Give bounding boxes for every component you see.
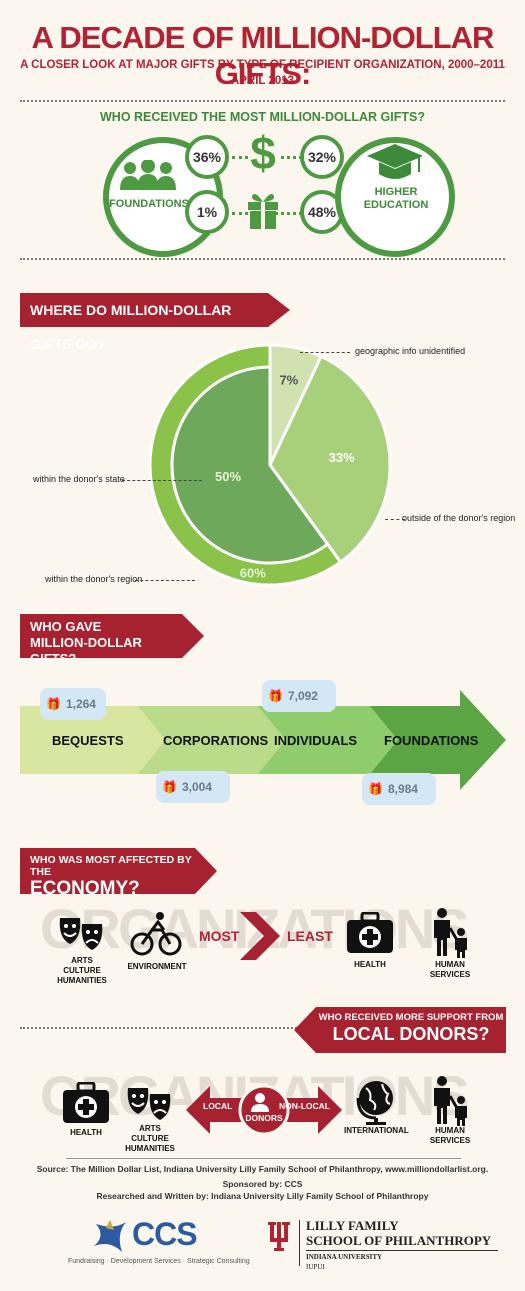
local-nonlocal-arrow [186, 1084, 342, 1136]
logo-divider [299, 1220, 300, 1266]
human-services-label: HUMAN SERVICES [429, 960, 471, 979]
foundations-count: 🎁 8,984 [362, 773, 436, 805]
pie-chart: 7% 33% 60% 50% [148, 343, 392, 587]
banner-arrow [268, 293, 290, 327]
where-banner: WHERE DO MILLION-DOLLAR GIFTS GO? [20, 293, 268, 352]
arts-label: ARTS CULTURE HUMANITIES [57, 956, 107, 985]
donor-arrows [20, 690, 506, 790]
outside-label: outside of the donor's region [402, 513, 516, 523]
state-label: within the donor's state [33, 474, 125, 484]
local-banner-1: WHO RECEIVED MORE SUPPORT FROM [318, 1012, 504, 1023]
globe-icon [356, 1081, 393, 1125]
least-label: LEAST [287, 928, 333, 944]
higher-ed-label-2: EDUCATION [363, 199, 429, 211]
human-services-icon [434, 908, 467, 958]
lilly-line-2: SCHOOL OF PHILANTHROPY [306, 1233, 492, 1248]
page-date: APRIL 2013 [230, 75, 295, 87]
foundations-amount-pct: 1% [185, 190, 229, 234]
higher-ed-label-1: HIGHER [374, 186, 418, 198]
ccs-logo-text: CCS [132, 1216, 198, 1252]
donors-label: DONORS [245, 1113, 283, 1123]
gift-icon: 🎁 [46, 697, 61, 711]
lilly-rule [306, 1250, 498, 1251]
banner-arrow [294, 1007, 316, 1053]
most-label: MOST [199, 928, 240, 944]
who-gave-banner-2: MILLION-DOLLAR GIFTS? [30, 635, 142, 666]
region-label: within the donor's region [45, 574, 143, 584]
corporations-count: 🎁 3,004 [156, 771, 230, 803]
leader-line [122, 480, 202, 481]
human-services-icon [434, 1076, 467, 1126]
footer-divider [66, 1158, 461, 1159]
lilly-line-1: LILLY FAMILY [306, 1218, 399, 1233]
bequests-count: 🎁 1,264 [40, 688, 106, 720]
arts-label: ARTS CULTURE HUMANITIES [125, 1124, 175, 1153]
first-aid-kit-icon [63, 1082, 109, 1123]
economy-banner-1: WHO WAS MOST AFFECTED BY THE [30, 854, 192, 878]
graduation-cap-icon [367, 144, 423, 179]
economy-banner-2: ECONOMY? [30, 878, 140, 899]
theater-masks-icon [127, 1088, 171, 1120]
footer-researched: Researched and Written by: Indiana Unive… [96, 1191, 429, 1201]
who-gave-banner: WHO GAVE MILLION-DOLLAR GIFTS? [20, 614, 182, 666]
footer-sponsored: Sponsored by: CCS [222, 1179, 303, 1189]
gift-icon [248, 194, 278, 229]
gift-icon: 🎁 [368, 782, 383, 796]
banner-arrow [195, 848, 217, 894]
first-aid-kit-icon [347, 912, 393, 953]
leader-line [385, 519, 405, 520]
individuals-label: INDIVIDUALS [274, 733, 358, 748]
health-label: HEALTH [354, 960, 386, 969]
foundations-label: FOUNDATIONS [384, 733, 479, 748]
foundations-count-pct: 36% [185, 135, 229, 179]
cyclist-icon [130, 912, 182, 956]
theater-masks-icon [59, 918, 103, 950]
divider [20, 100, 505, 102]
divider [20, 258, 505, 260]
higher-ed-count-pct: 32% [300, 135, 344, 179]
banner-arrow [182, 614, 204, 658]
gift-icon: 🎁 [162, 780, 177, 794]
lilly-iu: INDIANA UNIVERSITY [306, 1253, 383, 1261]
page-subtitle: A CLOSER LOOK AT MAJOR GIFTS BY TYPE OF … [20, 59, 505, 71]
ccs-logo-icon [94, 1220, 126, 1252]
pie-slice-1 [268, 354, 392, 565]
leader-line [300, 352, 350, 353]
recipients-question: WHO RECEIVED THE MOST MILLION-DOLLAR GIF… [100, 110, 425, 124]
corporations-label: CORPORATIONS [163, 733, 269, 748]
non-local-label: NON-LOCAL [279, 1101, 330, 1111]
individuals-count: 🎁 7,092 [262, 680, 336, 712]
iu-trident-icon [268, 1222, 290, 1251]
health-label: HEALTH [70, 1128, 102, 1137]
page-title: A DECADE OF MILLION-DOLLAR GIFTS: [31, 20, 495, 91]
divider [20, 1027, 505, 1029]
international-label: INTERNATIONAL [344, 1126, 409, 1135]
leader-line [135, 580, 195, 581]
geo-label: geographic info unidentified [355, 346, 466, 356]
gift-icon: 🎁 [268, 689, 283, 703]
pie-label-2: 60% [240, 566, 266, 581]
lilly-iupui: IUPUI [306, 1263, 325, 1271]
foundations-label: FOUNDATIONS [109, 198, 189, 210]
dollar-icon: $ [248, 128, 278, 178]
bequests-label: BEQUESTS [52, 733, 124, 748]
footer-source: Source: The Million Dollar List, Indiana… [36, 1164, 489, 1174]
pie-label-1: 33% [329, 450, 355, 465]
chevron-right-icon [240, 912, 280, 960]
who-gave-banner-1: WHO GAVE [30, 619, 102, 634]
local-banner: WHO RECEIVED MORE SUPPORT FROM LOCAL DON… [316, 1007, 506, 1053]
environment-label: ENVIRONMENT [127, 962, 187, 971]
ccs-tagline: Fundraising · Development Services · Str… [68, 1258, 250, 1265]
human-services-label: HUMAN SERVICES [429, 1126, 471, 1145]
pie-slice-3 [170, 365, 330, 565]
economy-banner: WHO WAS MOST AFFECTED BY THE ECONOMY? [20, 848, 195, 899]
local-banner-2: LOCAL DONORS? [332, 1024, 490, 1044]
pie-label-3: 50% [215, 469, 241, 484]
local-label: LOCAL [203, 1101, 233, 1111]
people-icon [120, 160, 176, 190]
pie-label-0: 7% [279, 373, 298, 388]
